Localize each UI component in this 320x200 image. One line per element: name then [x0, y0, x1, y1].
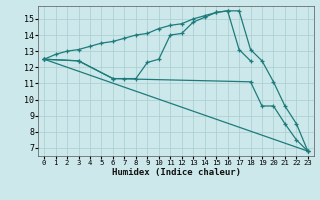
X-axis label: Humidex (Indice chaleur): Humidex (Indice chaleur) — [111, 168, 241, 177]
